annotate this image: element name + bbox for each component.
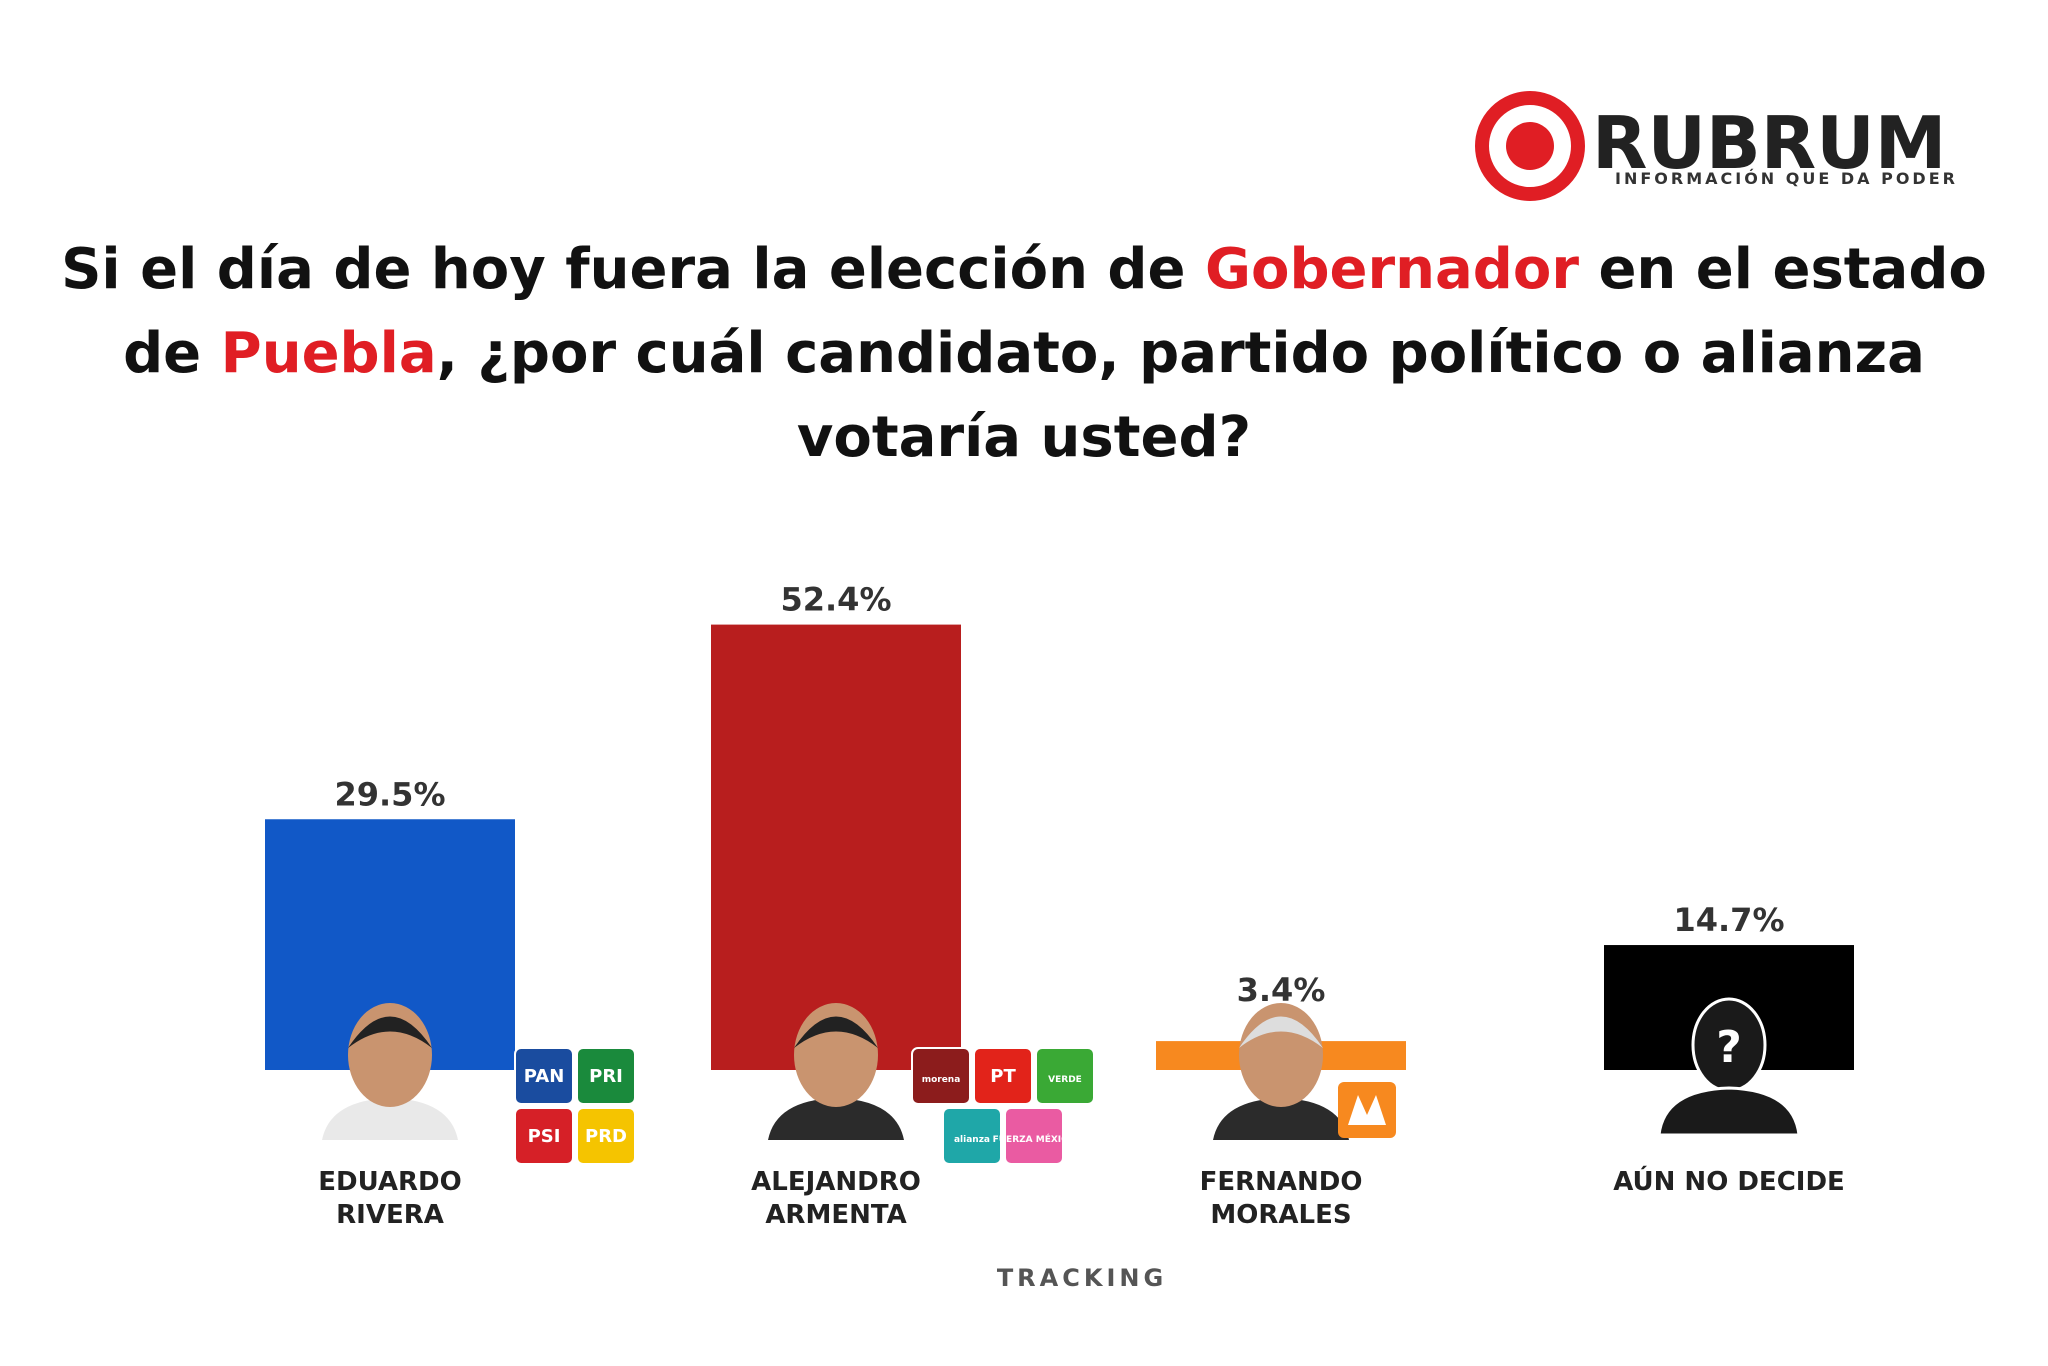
party-badge [1338, 1082, 1396, 1138]
label-line: EDUARDO [318, 1167, 461, 1197]
title-part: , ¿por cuál candidato, partido político … [436, 321, 1925, 470]
bar [711, 624, 961, 1070]
party-logo: PAN [514, 1047, 574, 1105]
brand-logo: RUBRUM INFORMACIÓN QUE DA PODER [1475, 91, 1958, 201]
party-name: PT [990, 1066, 1016, 1087]
party-name: PRD [585, 1126, 627, 1147]
chart-title: Si el día de hoy fuera la elección de Go… [24, 228, 2024, 480]
value-label: 14.7% [1673, 901, 1784, 939]
value-label: 52.4% [780, 581, 891, 619]
party-logo: VERDE [1035, 1047, 1095, 1105]
party-logo: PSI [514, 1107, 574, 1165]
logo-ring [1475, 91, 1585, 201]
label-line: FERNANDO [1200, 1167, 1363, 1197]
x-tick-label: ALEJANDRO ARMENTA [751, 1167, 921, 1230]
party-badge [1035, 1047, 1095, 1105]
party-badge [1004, 1107, 1064, 1165]
label-line: ALEJANDRO [751, 1167, 921, 1197]
brand-name: RUBRUM [1592, 101, 1946, 185]
photo-hair [794, 1016, 878, 1048]
title-part: en el estado de [123, 237, 1987, 386]
label-line: MORALES [1210, 1200, 1351, 1230]
party-name: PSI [528, 1126, 561, 1147]
party-logo: PT [973, 1047, 1033, 1105]
photo-body [322, 1098, 458, 1140]
label-line: RIVERA [336, 1200, 444, 1230]
candidate-photo: ? [1657, 997, 1801, 1137]
logo-dot [1506, 122, 1554, 170]
candidate-photo [322, 1003, 458, 1140]
x-tick-label: EDUARDO RIVERA [318, 1167, 461, 1230]
title-part: Gobernador [1205, 237, 1579, 302]
party-logo: PRD [576, 1107, 636, 1165]
photo-hair [348, 1016, 432, 1048]
party-badge [911, 1047, 971, 1105]
party-badge [514, 1047, 574, 1105]
party-name: VERDE [1048, 1075, 1082, 1085]
party-badge [973, 1047, 1033, 1105]
party-badge [514, 1107, 574, 1165]
party-name: PAN [524, 1066, 565, 1087]
unknown-icon: ? [1716, 1022, 1742, 1073]
party-badge [576, 1047, 636, 1105]
x-tick-label: FERNANDO MORALES [1200, 1167, 1363, 1230]
party-name: alianza [954, 1135, 990, 1145]
x-tick-label: AÚN NO DECIDE [1613, 1165, 1845, 1197]
party-badge [576, 1107, 636, 1165]
title-part: Puebla [220, 321, 437, 386]
photo-hair [1239, 1016, 1323, 1048]
brand-tagline: INFORMACIÓN QUE DA PODER [1615, 169, 1958, 188]
candidate-photo [768, 1003, 904, 1140]
party-badge [942, 1107, 1002, 1165]
party-name: PRI [589, 1066, 623, 1087]
label-line: ARMENTA [765, 1200, 906, 1230]
party-logo: FUERZA MÉXICO [993, 1107, 1076, 1165]
party-name: FUERZA MÉXICO [993, 1133, 1076, 1145]
value-label: 29.5% [334, 775, 445, 813]
candidate-photo [1213, 1003, 1349, 1140]
party-name: morena [922, 1075, 961, 1085]
photo-body [768, 1098, 904, 1140]
silhouette-body [1657, 1086, 1801, 1137]
footer: TRACKING [997, 1264, 1167, 1292]
party-logo: alianza [942, 1107, 1002, 1165]
photo-body [1213, 1098, 1349, 1140]
value-label: 3.4% [1237, 971, 1326, 1009]
title-part: Si el día de hoy fuera la elección de [61, 237, 1205, 302]
party-logo: PRI [576, 1047, 636, 1105]
party-logo: morena [911, 1047, 971, 1105]
party-symbol [1348, 1095, 1386, 1125]
